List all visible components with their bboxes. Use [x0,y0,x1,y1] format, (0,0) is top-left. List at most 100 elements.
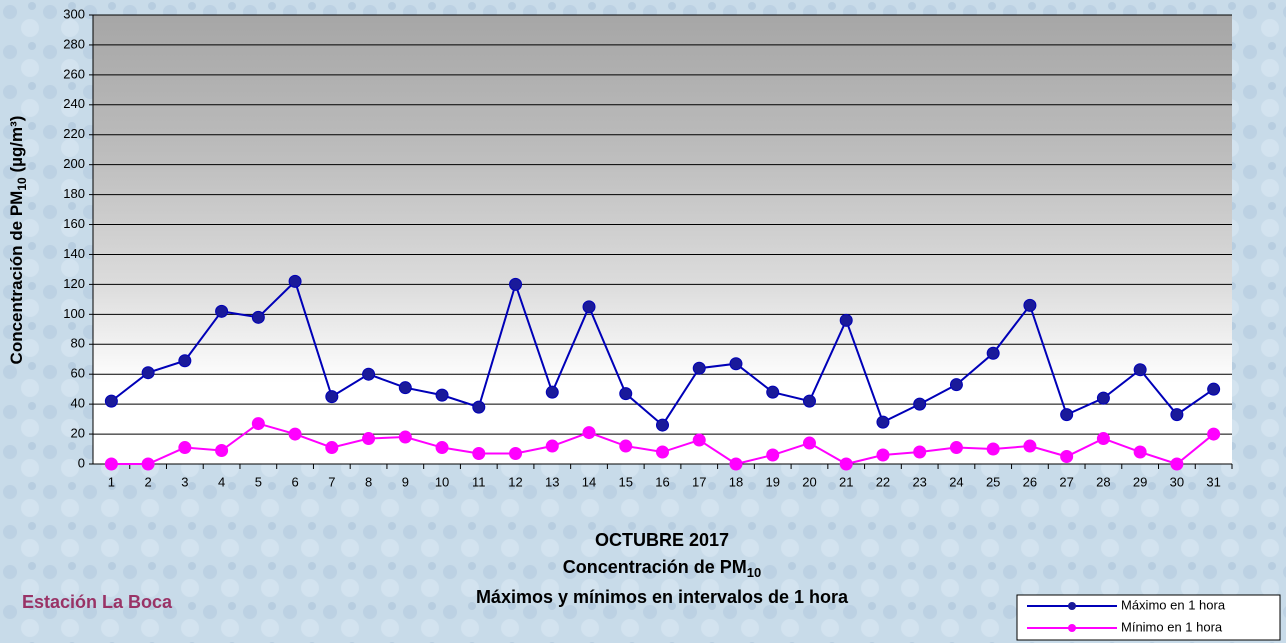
subtitle-sub: 10 [747,565,761,580]
marker [877,416,889,428]
marker [216,305,228,317]
x-tick-label: 23 [912,474,926,489]
x-tick-label: 14 [582,474,596,489]
marker [436,442,448,454]
marker [914,398,926,410]
marker [363,368,375,380]
marker [252,311,264,323]
x-tick-label: 25 [986,474,1000,489]
x-tick-label: 27 [1059,474,1073,489]
marker [473,448,485,460]
legend-marker [1068,602,1076,610]
x-tick-label: 31 [1206,474,1220,489]
x-tick-label: 7 [328,474,335,489]
y-tick-label: 260 [63,66,85,81]
marker [289,275,301,287]
marker [252,418,264,430]
x-tick-label: 20 [802,474,816,489]
marker [803,395,815,407]
y-label-text: Concentración de PM [7,191,26,365]
x-tick-label: 3 [181,474,188,489]
x-tick-label: 10 [435,474,449,489]
chart: Concentración de PM10 (µg/m³) OCTUBRE 20… [0,0,1286,643]
chart-subtitle: Máximos y mínimos en intervalos de 1 hor… [476,587,849,607]
x-tick-label: 17 [692,474,706,489]
marker [693,434,705,446]
x-tick-label: 12 [508,474,522,489]
y-tick-label: 200 [63,156,85,171]
y-tick-label: 180 [63,186,85,201]
marker [767,386,779,398]
marker [950,379,962,391]
legend-label: Mínimo en 1 hora [1121,619,1223,634]
x-tick-label: 29 [1133,474,1147,489]
marker [546,386,558,398]
y-tick-label: 80 [71,336,85,351]
x-tick-label: 21 [839,474,853,489]
y-tick-label: 300 [63,6,85,21]
marker [1134,364,1146,376]
marker [105,458,117,470]
x-tick-label: 19 [765,474,779,489]
x-tick-label: 1 [108,474,115,489]
x-tick-label: 16 [655,474,669,489]
marker [1024,440,1036,452]
marker [583,427,595,439]
marker [877,449,889,461]
x-tick-label: 24 [949,474,963,489]
x-tick-label: 15 [619,474,633,489]
x-tick-label: 2 [144,474,151,489]
y-tick-label: 280 [63,36,85,51]
x-tick-label: 8 [365,474,372,489]
y-tick-label: 0 [78,455,85,470]
legend-marker [1068,624,1076,632]
y-tick-label: 120 [63,276,85,291]
marker [583,301,595,313]
chart-title: OCTUBRE 2017 [595,530,729,550]
marker [1097,433,1109,445]
marker [1134,446,1146,458]
marker [179,355,191,367]
x-tick-label: 28 [1096,474,1110,489]
marker [1097,392,1109,404]
x-tick-label: 26 [1023,474,1037,489]
marker [179,442,191,454]
x-tick-label: 22 [876,474,890,489]
marker [216,445,228,457]
annotation: Estación La Boca [22,592,173,612]
y-tick-label: 240 [63,96,85,111]
marker [950,442,962,454]
marker [1061,451,1073,463]
marker [289,428,301,440]
y-tick-label: 160 [63,216,85,231]
marker [693,362,705,374]
marker [326,391,338,403]
marker [840,458,852,470]
y-tick-label: 60 [71,366,85,381]
marker [1171,458,1183,470]
marker [399,382,411,394]
marker [510,278,522,290]
marker [1061,409,1073,421]
marker [914,446,926,458]
y-label-text: (µg/m³) [7,116,26,178]
marker [657,446,669,458]
y-label-sub: 10 [15,177,29,191]
marker [730,358,742,370]
x-tick-label: 4 [218,474,225,489]
marker [326,442,338,454]
marker [620,388,632,400]
x-tick-label: 11 [472,474,486,489]
x-tick-label: 5 [255,474,262,489]
y-tick-label: 220 [63,126,85,141]
marker [1208,428,1220,440]
y-tick-label: 20 [71,426,85,441]
marker [510,448,522,460]
x-tick-label: 6 [291,474,298,489]
marker [840,314,852,326]
marker [1171,409,1183,421]
y-axis-label: Concentración de PM10 (µg/m³) [7,116,29,365]
marker [399,431,411,443]
marker [363,433,375,445]
y-tick-label: 40 [71,396,85,411]
